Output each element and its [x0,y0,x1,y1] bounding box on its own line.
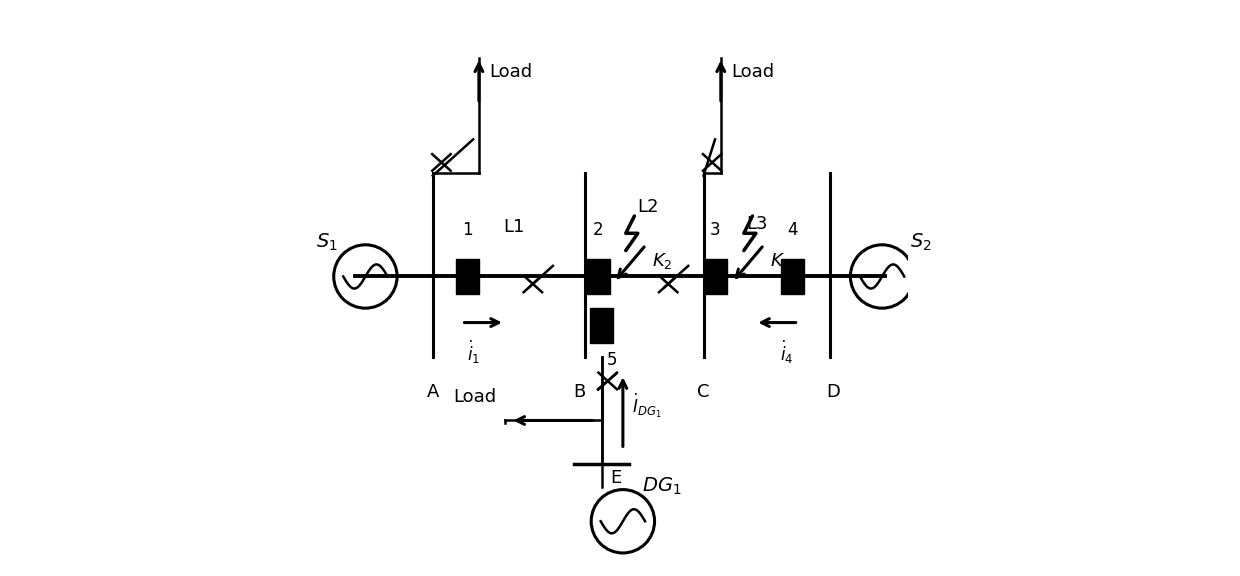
Text: $\dot{i}_4$: $\dot{i}_4$ [780,339,794,366]
Text: Load: Load [732,63,774,81]
Text: L2: L2 [637,198,658,216]
Text: B: B [574,383,585,401]
Text: L1: L1 [502,218,525,236]
Text: E: E [610,469,621,487]
Text: 2: 2 [593,221,604,239]
Text: $\dot{I}_{DG_1}$: $\dot{I}_{DG_1}$ [631,392,661,420]
Text: 4: 4 [787,221,799,239]
Bar [456,259,479,294]
Text: L3: L3 [746,215,768,233]
Text: D: D [826,383,839,401]
Text: $\dot{i}_1$: $\dot{i}_1$ [466,339,480,366]
Text: 5: 5 [606,351,618,369]
Text: $K_2$: $K_2$ [652,251,672,271]
Text: $S_1$: $S_1$ [316,232,337,252]
Text: C: C [697,383,709,401]
Text: $S_2$: $S_2$ [910,232,931,252]
Text: A: A [427,383,439,401]
Text: $DG_1$: $DG_1$ [642,476,681,497]
Bar [590,308,613,343]
Text: Load: Load [453,388,496,407]
Text: Load: Load [490,63,532,81]
Text: 3: 3 [709,221,720,239]
Text: 1: 1 [463,221,472,239]
Bar [703,259,727,294]
Bar [781,259,805,294]
Text: $K_1$: $K_1$ [770,251,790,271]
Bar [587,259,610,294]
